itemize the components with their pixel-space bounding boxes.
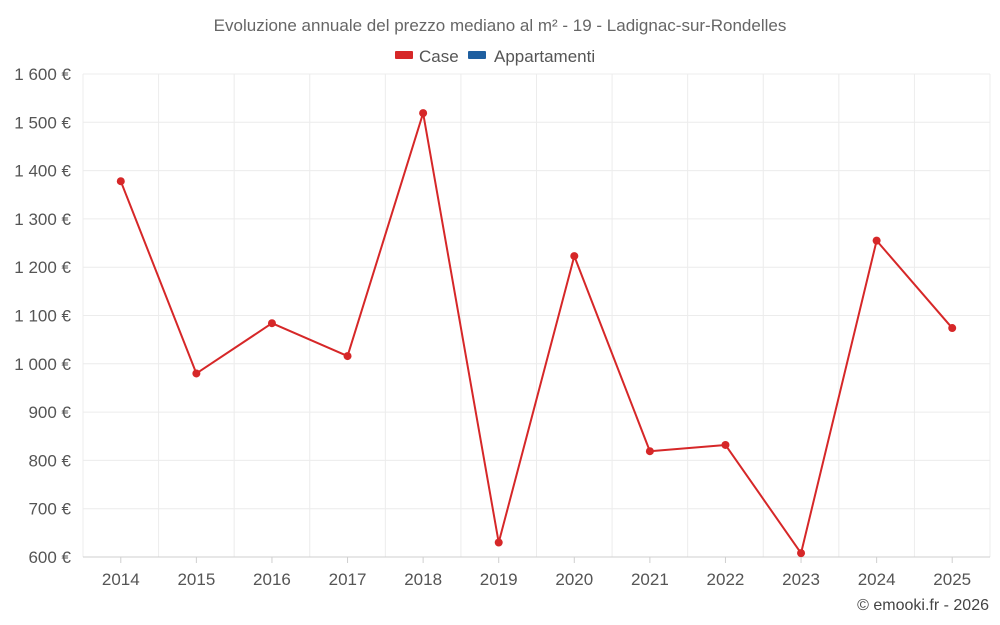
credit-text: © emooki.fr - 2026 (857, 597, 989, 614)
y-tick-label: 1 500 € (14, 113, 71, 132)
x-tick-label: 2023 (782, 570, 820, 589)
data-point[interactable] (116, 177, 125, 186)
y-tick-label: 1 600 € (14, 65, 71, 84)
data-point[interactable] (192, 369, 201, 378)
data-point[interactable] (872, 236, 881, 245)
x-tick-label: 2014 (102, 570, 140, 589)
legend-swatch-appartamenti (468, 51, 486, 59)
x-tick-label: 2019 (480, 570, 518, 589)
y-tick-label: 600 € (28, 548, 71, 567)
data-point[interactable] (494, 538, 503, 547)
series (116, 109, 957, 558)
x-tick-label: 2018 (404, 570, 442, 589)
data-point[interactable] (267, 319, 276, 328)
series-line-case (119, 112, 953, 555)
legend-label-appartamenti: Appartamenti (494, 47, 595, 66)
x-tick-label: 2021 (631, 570, 669, 589)
legend-label-case: Case (419, 47, 459, 66)
data-point[interactable] (948, 324, 957, 333)
y-tick-label: 1 100 € (14, 307, 71, 326)
legend-swatch-case (395, 51, 413, 59)
data-point[interactable] (797, 549, 806, 558)
y-tick-label: 1 400 € (14, 162, 71, 181)
legend-item-case[interactable]: Case (395, 47, 459, 66)
y-tick-label: 1 300 € (14, 210, 71, 229)
x-tick-label: 2015 (177, 570, 215, 589)
x-tick-label: 2016 (253, 570, 291, 589)
grid (82, 73, 991, 558)
x-tick-label: 2024 (858, 570, 896, 589)
y-tick-label: 1 000 € (14, 355, 71, 374)
legend-item-appartamenti[interactable]: Appartamenti (468, 47, 595, 66)
data-point[interactable] (645, 447, 654, 456)
y-tick-label: 700 € (28, 500, 71, 519)
data-point[interactable] (419, 109, 428, 118)
legend: Case Appartamenti (395, 47, 595, 66)
x-tick-label: 2022 (707, 570, 745, 589)
data-point[interactable] (570, 252, 579, 261)
x-tick-label: 2017 (329, 570, 367, 589)
chart-title: Evoluzione annuale del prezzo mediano al… (214, 16, 787, 35)
y-tick-label: 1 200 € (14, 258, 71, 277)
x-tick-label: 2020 (555, 570, 593, 589)
data-point[interactable] (721, 440, 730, 449)
axes: 1 600 € 1 500 € 1 400 € 1 300 € 1 200 € 1 100… (14, 65, 990, 589)
y-tick-label: 900 € (28, 403, 71, 422)
y-tick-label: 800 € (28, 451, 71, 470)
x-tick-label: 2025 (933, 570, 971, 589)
data-point[interactable] (343, 352, 352, 361)
